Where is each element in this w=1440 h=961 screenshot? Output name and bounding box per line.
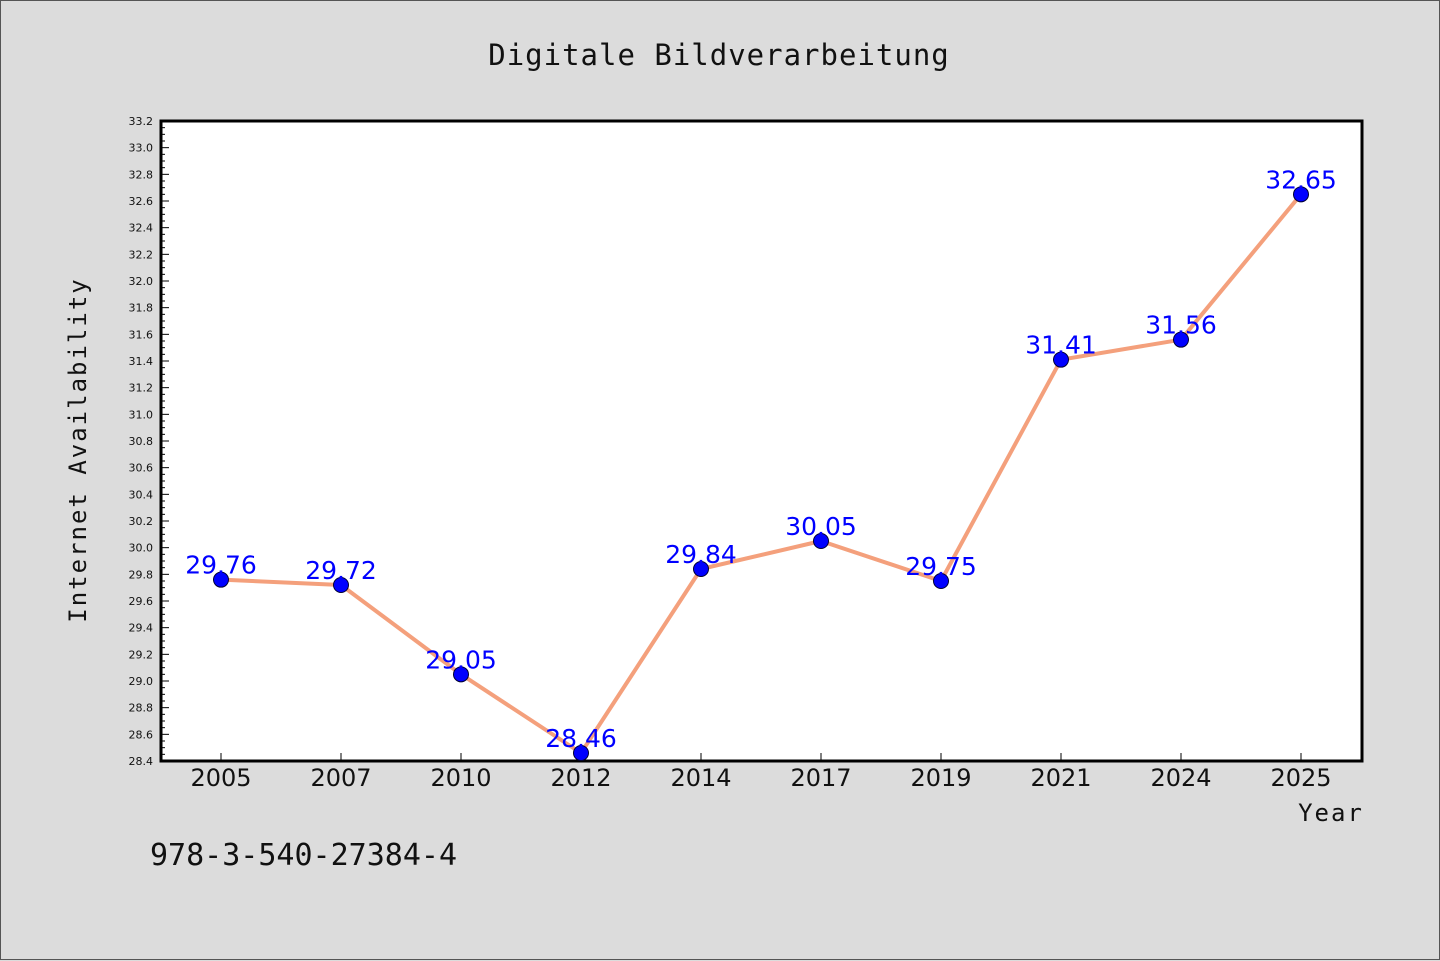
data-point bbox=[333, 577, 349, 593]
x-tick-label: 2005 bbox=[190, 764, 251, 792]
y-tick-label: 29.6 bbox=[129, 595, 154, 608]
data-point bbox=[1053, 351, 1069, 368]
data-label: 29.05 bbox=[425, 645, 497, 674]
footer-isbn: 978-3-540-27384-4 bbox=[150, 838, 457, 873]
plot-area bbox=[159, 119, 1364, 763]
x-tick-label: 2014 bbox=[670, 764, 731, 792]
x-tick-label: 2010 bbox=[430, 764, 491, 792]
data-point bbox=[453, 666, 469, 683]
y-tick-label: 31.4 bbox=[129, 355, 154, 368]
y-axis: 28.4 28.6 28.8 29.0 29.2 29.4 29.6 29.8 30.0 30.2… bbox=[129, 115, 169, 768]
y-tick-label: 29.4 bbox=[129, 622, 154, 635]
data-point bbox=[213, 571, 229, 588]
series-line-layer bbox=[213, 186, 1309, 761]
data-point bbox=[573, 745, 589, 761]
y-tick-label: 30.6 bbox=[129, 462, 154, 475]
data-label: 28.46 bbox=[545, 724, 617, 753]
data-point bbox=[813, 533, 829, 549]
data-label: 30.05 bbox=[785, 512, 857, 541]
y-tick-label: 31.8 bbox=[129, 302, 154, 315]
x-tick-label: 2021 bbox=[1030, 764, 1091, 792]
data-point bbox=[693, 561, 709, 577]
data-label: 31.56 bbox=[1145, 311, 1217, 340]
x-tick-label: 2025 bbox=[1270, 764, 1331, 792]
x-tick-label: 2012 bbox=[550, 764, 611, 792]
y-tick-label: 31.2 bbox=[129, 382, 154, 395]
y-tick-label: 33.0 bbox=[129, 142, 154, 155]
y-tick-label: 29.2 bbox=[129, 648, 154, 661]
y-tick-label: 30.4 bbox=[129, 488, 154, 501]
y-tick-label: 28.6 bbox=[129, 728, 154, 741]
y-tick-label: 30.0 bbox=[129, 542, 154, 555]
series-line bbox=[220, 193, 1303, 755]
y-tick-label: 30.2 bbox=[129, 515, 154, 528]
data-label: 29.72 bbox=[305, 556, 377, 585]
x-tick-label: 2019 bbox=[910, 764, 971, 792]
data-labels-layer: 29.76 29.72 29.05 28.46 29.84 30.05 29.75 31.41… bbox=[185, 165, 1337, 753]
y-tick-label: 32.6 bbox=[129, 195, 154, 208]
data-label: 29.75 bbox=[905, 552, 977, 581]
x-tick-label: 2017 bbox=[790, 764, 851, 792]
data-label: 31.41 bbox=[1025, 331, 1097, 360]
data-point bbox=[1293, 186, 1309, 203]
y-tick-label: 32.2 bbox=[129, 248, 154, 261]
x-axis-label: Year bbox=[1298, 799, 1364, 827]
data-point bbox=[933, 573, 949, 589]
y-tick-label: 29.8 bbox=[129, 568, 154, 581]
y-tick-label: 33.2 bbox=[129, 115, 154, 128]
x-tick-label: 2024 bbox=[1150, 764, 1211, 792]
y-tick-label: 30.8 bbox=[129, 435, 154, 448]
y-tick-label: 28.8 bbox=[129, 702, 154, 715]
data-label: 29.84 bbox=[665, 540, 737, 569]
data-point bbox=[1173, 331, 1189, 348]
chart-title: Digitale Bildverarbeitung bbox=[488, 38, 950, 72]
y-axis-label: Internet Availability bbox=[64, 277, 92, 622]
y-tick-label: 28.4 bbox=[129, 755, 154, 768]
y-tick-label: 29.0 bbox=[129, 675, 154, 688]
y-tick-label: 32.4 bbox=[129, 222, 154, 235]
y-tick-label: 31.0 bbox=[129, 408, 154, 421]
y-tick-label: 31.6 bbox=[129, 328, 154, 341]
x-axis: 2005 2007 2010 2012 2014 2017 2019 2021 2024 2025 bbox=[190, 753, 1332, 792]
data-label: 32.65 bbox=[1265, 165, 1337, 194]
x-tick-label: 2007 bbox=[310, 764, 371, 792]
y-tick-label: 32.8 bbox=[129, 168, 154, 181]
y-tick-label: 32.0 bbox=[129, 275, 154, 288]
data-label: 29.76 bbox=[185, 551, 257, 580]
